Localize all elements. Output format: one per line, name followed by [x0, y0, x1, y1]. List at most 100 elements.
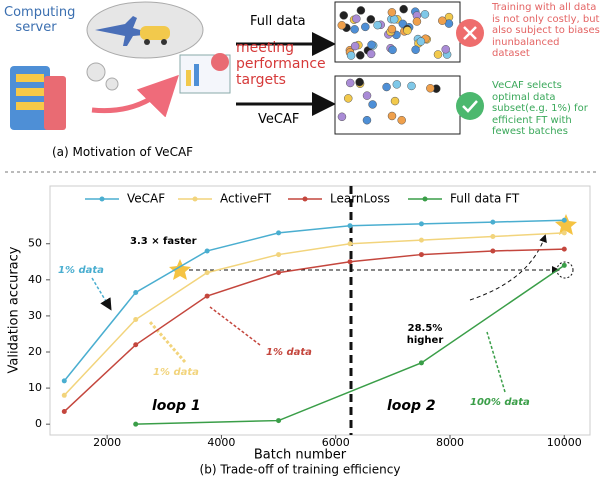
legend-marker	[99, 196, 105, 202]
dot	[441, 45, 450, 54]
pointer	[209, 306, 261, 346]
point	[276, 418, 282, 424]
y-tick-label: 50	[28, 237, 42, 250]
dot	[438, 16, 447, 25]
dot	[392, 80, 402, 89]
dashboard-icon	[179, 53, 231, 94]
annotation: 100% data	[470, 397, 530, 408]
dot	[373, 20, 382, 30]
point	[204, 248, 210, 254]
star	[169, 259, 191, 280]
point	[490, 248, 496, 254]
point	[61, 409, 67, 415]
higher-arrow	[469, 234, 547, 301]
x-tick-label: 10000	[547, 436, 582, 449]
point	[204, 293, 210, 299]
point	[276, 230, 282, 236]
point	[204, 270, 210, 276]
legend-marker	[422, 196, 428, 202]
dot	[426, 84, 435, 93]
server-label: Computing server	[4, 5, 76, 35]
dot	[350, 25, 359, 34]
data-points	[337, 4, 454, 125]
server-icon	[10, 66, 66, 130]
dot	[337, 112, 347, 122]
dot	[407, 81, 416, 91]
point	[418, 221, 424, 227]
dot	[356, 6, 366, 15]
point	[347, 223, 353, 229]
series-line	[63, 219, 565, 382]
point	[418, 360, 424, 366]
star	[555, 214, 577, 235]
point	[276, 252, 282, 258]
legend-label: LearnLoss	[330, 192, 390, 206]
point	[133, 342, 139, 348]
x-tick-label: 2000	[93, 436, 121, 449]
dot	[420, 10, 430, 19]
dot	[368, 100, 377, 109]
legend-label: Full data FT	[450, 192, 520, 206]
legend-marker	[192, 196, 198, 202]
dot	[416, 37, 426, 46]
x-tick-label: 8000	[436, 436, 464, 449]
dot	[361, 22, 370, 32]
arrow-label: Full data	[250, 14, 306, 29]
check-mark	[462, 100, 478, 113]
dot	[367, 40, 376, 50]
y-tick-label: 30	[28, 309, 42, 322]
point	[561, 230, 567, 236]
point	[133, 289, 139, 295]
cloud	[86, 1, 204, 91]
y-tick-label: 40	[28, 273, 42, 286]
dot	[433, 50, 443, 59]
x-tick-label: 4000	[207, 436, 235, 449]
annotation: 28.5% higher	[406, 323, 444, 346]
dot	[387, 111, 397, 121]
x-axis-label: Batch number	[254, 448, 347, 463]
point	[61, 378, 67, 384]
dot	[337, 21, 347, 30]
y-tick-label: 20	[28, 345, 42, 358]
dot	[366, 15, 376, 24]
y-axis-label: Validation accuracy	[7, 246, 22, 373]
dot	[362, 115, 372, 125]
arrow-label: VeCAF	[258, 112, 300, 127]
point	[490, 219, 496, 225]
point	[561, 246, 567, 252]
dot	[346, 51, 356, 60]
dot	[356, 51, 365, 60]
point	[133, 421, 139, 427]
x-tick-label: 6000	[322, 436, 350, 449]
plot-frame	[49, 185, 591, 436]
dot	[397, 115, 406, 125]
series-line	[63, 248, 565, 413]
dot	[412, 17, 422, 26]
pointer	[91, 277, 112, 311]
flow-arrow	[91, 74, 179, 118]
annotation: 1% data	[153, 367, 199, 378]
dot	[411, 45, 420, 54]
y-tick-label: 0	[35, 417, 42, 430]
pointer	[148, 321, 187, 363]
caption: (b) Trade-off of training efficiency	[200, 463, 401, 477]
point	[276, 270, 282, 276]
dot	[343, 94, 353, 103]
dot	[382, 82, 391, 92]
annotation: 3.3 × faster	[130, 236, 197, 247]
dot	[355, 77, 364, 87]
dot	[399, 4, 408, 14]
point	[347, 259, 353, 265]
note: Training with all data is not only costl…	[492, 2, 600, 59]
check-icon	[456, 92, 484, 120]
legend-label: VeCAF	[127, 192, 165, 206]
legend-marker	[302, 196, 308, 202]
point	[347, 241, 353, 247]
dot	[352, 14, 361, 23]
dot	[390, 96, 400, 106]
annotation: loop 1	[152, 398, 201, 414]
series-line	[63, 232, 565, 396]
pointer	[486, 331, 506, 393]
